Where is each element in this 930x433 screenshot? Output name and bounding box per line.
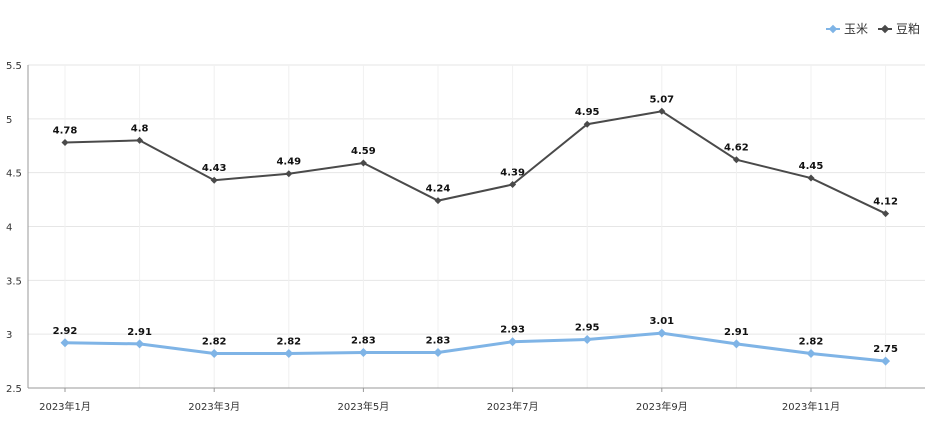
data-label: 4.78 bbox=[53, 126, 78, 137]
data-point[interactable] bbox=[508, 337, 518, 347]
x-tick-label: 2023年7月 bbox=[487, 400, 539, 413]
data-point[interactable] bbox=[658, 107, 666, 115]
y-tick-label: 4 bbox=[6, 223, 12, 234]
legend-marker-corn bbox=[825, 24, 840, 34]
data-point[interactable] bbox=[657, 328, 667, 338]
data-point[interactable] bbox=[882, 210, 890, 218]
data-point[interactable] bbox=[582, 335, 592, 345]
data-point[interactable] bbox=[210, 176, 218, 184]
legend-label-corn: 玉米 bbox=[843, 22, 868, 36]
data-label: 4.45 bbox=[799, 161, 824, 172]
y-tick-label: 3 bbox=[6, 330, 12, 341]
data-point[interactable] bbox=[806, 349, 816, 359]
data-label: 4.43 bbox=[202, 163, 227, 174]
x-tick-label: 2023年3月 bbox=[188, 400, 240, 413]
data-label: 2.91 bbox=[127, 327, 152, 338]
data-point[interactable] bbox=[509, 181, 517, 189]
legend-item-corn[interactable]: 玉米 bbox=[825, 20, 868, 37]
data-label: 2.91 bbox=[724, 327, 749, 338]
data-label: 4.12 bbox=[873, 197, 898, 208]
data-label: 2.82 bbox=[799, 337, 824, 348]
data-label: 3.01 bbox=[649, 316, 674, 327]
data-point[interactable] bbox=[732, 156, 740, 164]
data-point[interactable] bbox=[433, 347, 443, 357]
x-tick-label: 2023年5月 bbox=[337, 400, 389, 413]
data-label: 2.75 bbox=[873, 344, 898, 355]
y-tick-label: 2.5 bbox=[6, 384, 22, 395]
data-label: 2.82 bbox=[202, 337, 227, 348]
chart-legend: 玉米 豆粕 bbox=[825, 20, 920, 37]
data-label: 5.07 bbox=[649, 94, 674, 105]
data-point[interactable] bbox=[583, 120, 591, 128]
data-label: 2.93 bbox=[500, 325, 525, 336]
legend-item-soymeal[interactable]: 豆粕 bbox=[877, 20, 920, 37]
data-point[interactable] bbox=[359, 159, 367, 167]
series-line-soymeal bbox=[64, 110, 887, 215]
data-point[interactable] bbox=[209, 349, 219, 359]
data-point[interactable] bbox=[358, 347, 368, 357]
series-line-corn bbox=[64, 331, 886, 363]
y-tick-label: 4.5 bbox=[6, 169, 22, 180]
data-label: 2.83 bbox=[351, 335, 376, 346]
data-label: 4.95 bbox=[575, 107, 600, 118]
data-label: 2.92 bbox=[53, 326, 78, 337]
data-point[interactable] bbox=[135, 339, 145, 349]
data-point[interactable] bbox=[807, 174, 815, 182]
data-label: 2.95 bbox=[575, 323, 600, 334]
y-tick-label: 5.5 bbox=[6, 61, 22, 72]
data-label: 4.59 bbox=[351, 146, 376, 157]
x-tick-label: 2023年11月 bbox=[782, 400, 840, 413]
x-tick-label: 2023年9月 bbox=[636, 400, 688, 413]
data-label: 4.8 bbox=[131, 123, 149, 134]
data-point[interactable] bbox=[285, 170, 293, 178]
y-tick-label: 5 bbox=[6, 115, 12, 126]
data-point[interactable] bbox=[434, 197, 442, 205]
x-tick-label: 2023年1月 bbox=[39, 400, 91, 413]
legend-marker-soymeal bbox=[877, 24, 892, 34]
data-point[interactable] bbox=[60, 338, 70, 348]
data-label: 2.82 bbox=[276, 337, 301, 348]
y-tick-label: 3.5 bbox=[6, 276, 22, 287]
data-point[interactable] bbox=[731, 339, 741, 349]
data-point[interactable] bbox=[61, 139, 69, 147]
data-point[interactable] bbox=[881, 356, 891, 366]
legend-label-soymeal: 豆粕 bbox=[895, 22, 920, 36]
data-label: 2.83 bbox=[426, 335, 451, 346]
data-point[interactable] bbox=[284, 349, 294, 359]
data-label: 4.24 bbox=[426, 184, 451, 195]
data-label: 4.62 bbox=[724, 143, 749, 154]
data-label: 4.49 bbox=[276, 157, 301, 168]
data-point[interactable] bbox=[136, 136, 144, 144]
data-label: 4.39 bbox=[500, 168, 525, 179]
